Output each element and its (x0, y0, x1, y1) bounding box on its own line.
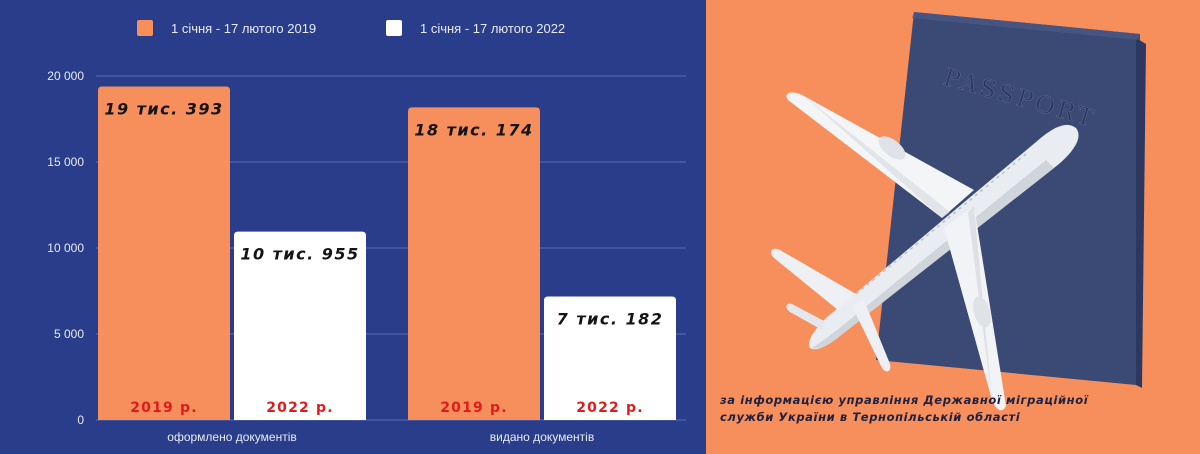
y-tick-label: 0 (77, 413, 84, 427)
legend-item-2022: 1 січня - 17 лютого 2022 (386, 20, 565, 36)
legend-item-2019: 1 січня - 17 лютого 2019 (137, 20, 316, 36)
airplane-icon (771, 92, 1079, 411)
caption-line-1: за інформацією управління Державної мігр… (720, 393, 1089, 407)
bar (98, 86, 230, 420)
bar-year-label: 2019 р. (130, 400, 198, 416)
bar-year-label: 2022 р. (266, 400, 334, 416)
bar-value-label: 19 тис. 393 (104, 99, 223, 118)
bar-value-label: 10 тис. 955 (240, 245, 359, 264)
legend-swatch-2022 (386, 20, 402, 36)
passport-airplane-image: PASSPORT (771, 12, 1146, 411)
legend-swatch-2019 (137, 20, 153, 36)
bar (544, 296, 676, 420)
photo-illustration: PASSPORT (706, 0, 1200, 454)
bar-value-label: 7 тис. 182 (557, 309, 664, 328)
source-caption: за інформацією управління Державної мігр… (720, 392, 1190, 426)
chart-panel: 1 січня - 17 лютого 2019 1 січня - 17 лю… (0, 20, 706, 444)
bar-year-label: 2022 р. (576, 400, 644, 416)
legend-label-2019: 1 січня - 17 лютого 2019 (171, 20, 317, 36)
bar (408, 107, 540, 421)
bar-chart: 0 5 000 10 000 15 000 20 000 19 тис. 393 2019 … (47, 69, 686, 444)
x-category-label: видано документів (490, 430, 594, 444)
y-tick-label: 10 000 (47, 241, 84, 255)
bar (234, 231, 366, 420)
y-tick-label: 20 000 (47, 69, 84, 83)
bar-year-label: 2019 р. (440, 400, 508, 416)
caption-line-2: служби України в Тернопільській області (720, 410, 1021, 424)
legend-label-2022: 1 січня - 17 лютого 2022 (420, 20, 566, 36)
y-tick-label: 5 000 (54, 327, 84, 341)
bar-value-label: 18 тис. 174 (414, 120, 533, 139)
y-tick-label: 15 000 (47, 155, 84, 169)
chart-legend: 1 січня - 17 лютого 2019 1 січня - 17 лю… (0, 20, 706, 44)
x-category-label: оформлено документів (167, 430, 296, 444)
